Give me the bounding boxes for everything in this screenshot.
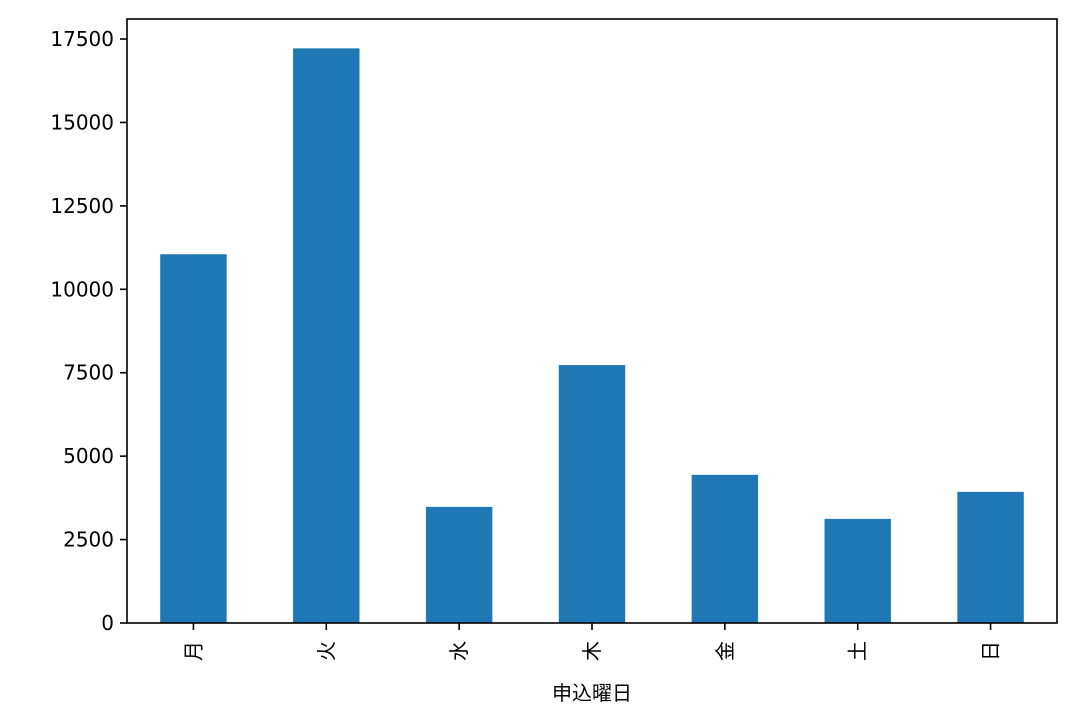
bar-6 xyxy=(957,491,1024,623)
x-tick-label-2: 水 xyxy=(447,641,471,661)
x-tick-label-6: 日 xyxy=(979,641,1003,661)
y-tick-label-7: 17500 xyxy=(50,27,114,51)
y-tick-label-4: 10000 xyxy=(50,277,114,301)
x-tick-label-3: 木 xyxy=(580,641,604,661)
x-tick-label-0: 月 xyxy=(181,641,205,661)
x-axis-title: 申込曜日 xyxy=(552,681,632,705)
bars-group xyxy=(160,48,1024,624)
y-axis: 0 2500 5000 7500 10000 12500 15000 17500 xyxy=(50,27,127,635)
x-axis: 月火水木金土日 xyxy=(181,623,1003,661)
x-tick-label-1: 火 xyxy=(314,641,338,661)
y-tick-label-6: 15000 xyxy=(50,110,114,134)
bar-0 xyxy=(160,254,227,623)
y-tick-label-2: 5000 xyxy=(63,444,114,468)
y-tick-label-3: 7500 xyxy=(63,361,114,385)
y-tick-label-5: 12500 xyxy=(50,194,114,218)
bar-4 xyxy=(691,474,759,623)
x-tick-label-4: 金 xyxy=(713,641,737,661)
bar-2 xyxy=(425,506,493,623)
bar-5 xyxy=(824,518,891,623)
x-tick-label-5: 土 xyxy=(846,641,870,661)
bar-3 xyxy=(558,365,626,623)
bar-1 xyxy=(293,48,360,624)
y-tick-label-1: 2500 xyxy=(63,528,114,552)
plot-frame xyxy=(126,18,1058,624)
y-tick-label-0: 0 xyxy=(101,611,114,635)
